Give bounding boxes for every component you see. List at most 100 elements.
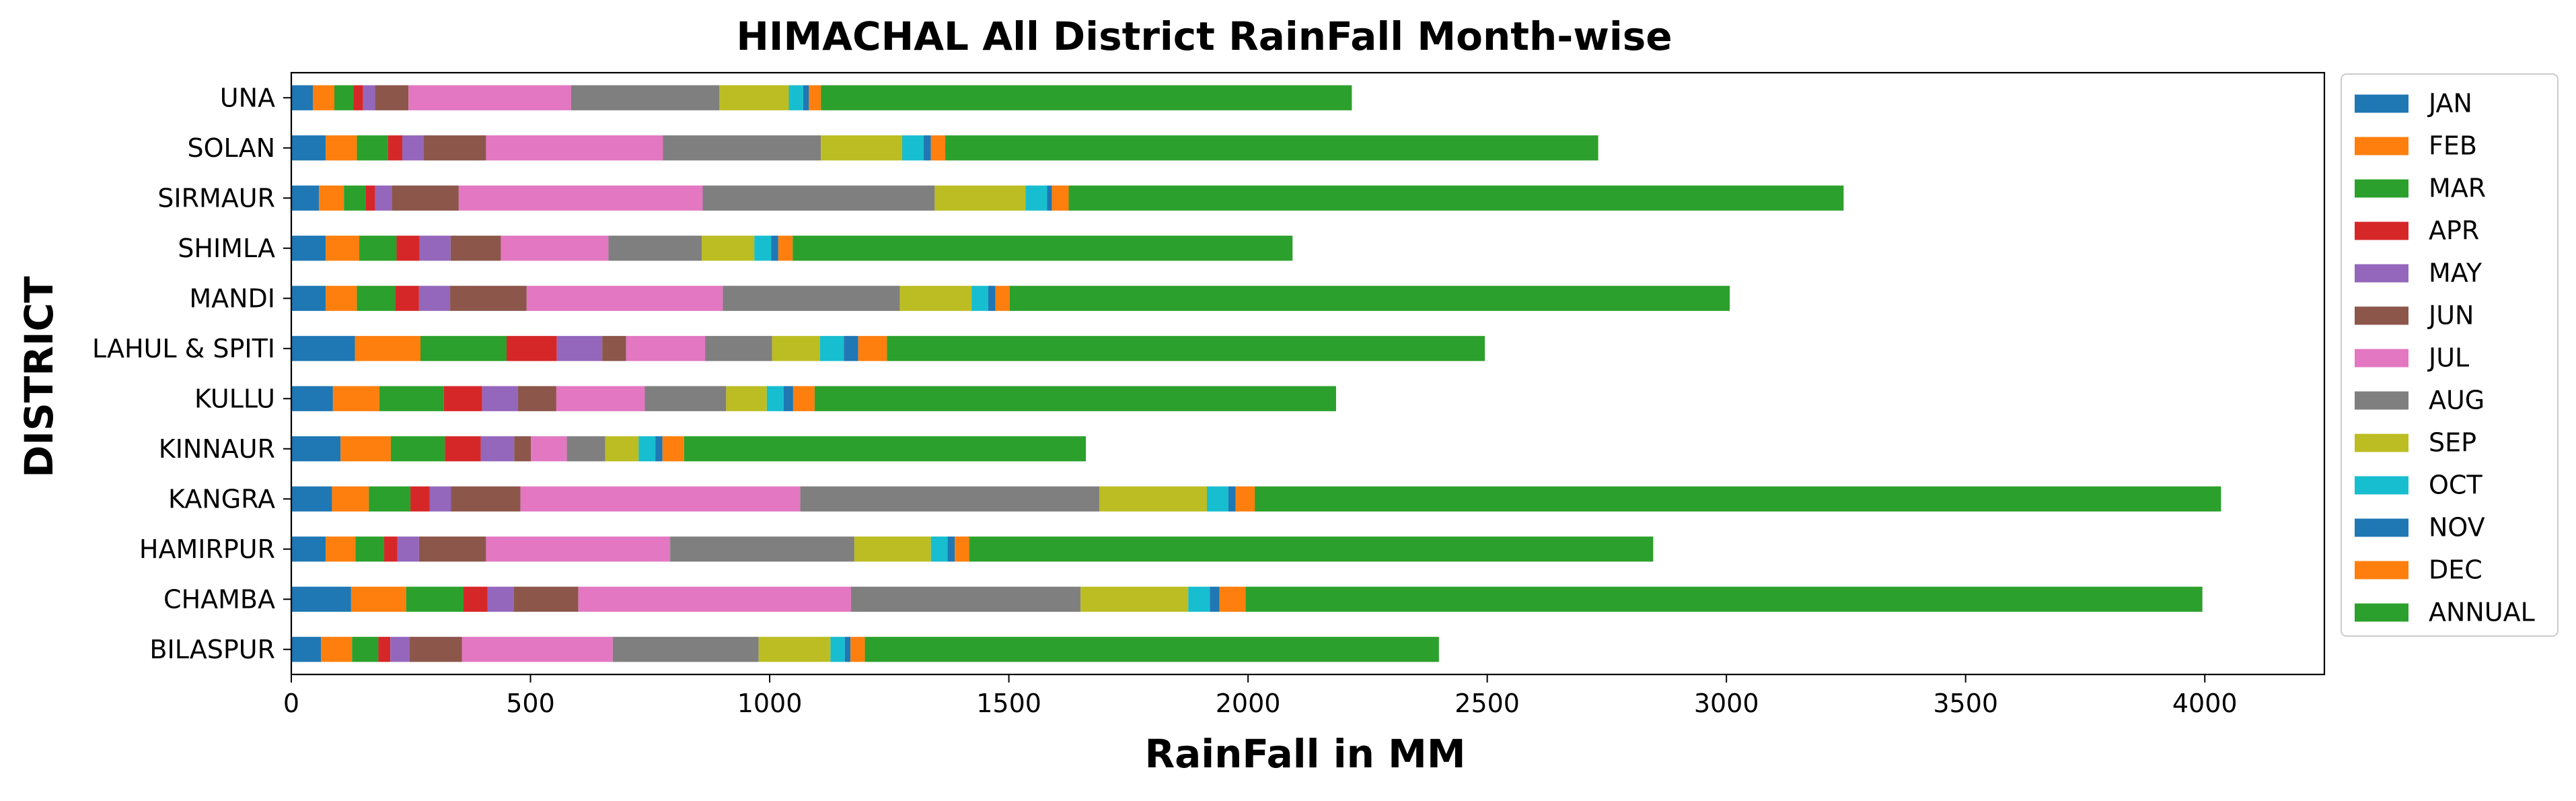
bar-segment-kangra-jun: [451, 486, 521, 512]
legend-swatch-jun: [2355, 306, 2408, 325]
legend-label-jul: JUL: [2427, 343, 2469, 373]
bar-stack-sirmaur: [291, 185, 1844, 211]
bar-segment-sirmaur-annual: [1068, 185, 1844, 211]
bar-segment-solan-sep: [821, 135, 903, 161]
bar-segment-sirmaur-aug: [702, 185, 935, 211]
bar-segment-shimla-apr: [396, 236, 420, 261]
bar-segment-bilaspur-dec: [850, 637, 865, 662]
legend-swatch-dec: [2355, 561, 2408, 580]
bar-segment-kinnaur-dec: [662, 436, 684, 462]
bar-segment-una-oct: [788, 85, 803, 110]
bar-segment-una-nov: [803, 85, 809, 110]
bar-segment-hamirpur-mar: [355, 536, 384, 562]
bar-segment-mandi-dec: [995, 285, 1010, 311]
bar-stack-una: [291, 85, 1352, 110]
bar-segment-mandi-annual: [1010, 285, 1730, 311]
bar-segment-kullu-jun: [518, 386, 556, 411]
bar-segment-hamirpur-feb: [326, 536, 356, 562]
bar-stack-kangra: [291, 486, 2221, 512]
bar-segment-kangra-jan: [291, 486, 332, 512]
legend-label-aug: AUG: [2429, 386, 2485, 415]
bar-segment-una-apr: [353, 85, 363, 110]
bar-segment-shimla-aug: [608, 236, 702, 261]
legend-swatch-feb: [2355, 137, 2408, 155]
bar-segment-kangra-dec: [1235, 486, 1255, 512]
bars-layer: [291, 85, 2221, 662]
bar-segment-hamirpur-aug: [670, 536, 854, 562]
bar-segment-kangra-sep: [1099, 486, 1207, 512]
bar-segment-kullu-may: [482, 386, 519, 411]
bar-segment-shimla-jun: [450, 236, 501, 261]
x-tick-label: 2000: [1216, 689, 1281, 718]
bar-segment-mandi-jan: [291, 285, 326, 311]
legend-swatch-apr: [2355, 221, 2408, 240]
legend-label-annual: ANNUAL: [2429, 598, 2535, 627]
bar-segment-solan-jul: [486, 135, 663, 161]
bar-segment-solan-oct: [902, 135, 924, 161]
bar-segment-kinnaur-annual: [684, 436, 1087, 462]
y-tick-label-kullu: KULLU: [194, 384, 275, 413]
bar-segment-sirmaur-jan: [291, 185, 320, 211]
y-tick-label-kinnaur: KINNAUR: [159, 434, 275, 464]
bar-segment-una-may: [363, 85, 375, 110]
bar-segment-mandi-oct: [971, 285, 989, 311]
bar-segment-kinnaur-nov: [655, 436, 663, 462]
bar-segment-mandi-sep: [899, 285, 972, 311]
bar-segment-chamba-jul: [578, 586, 851, 612]
bar-segment-kullu-aug: [645, 386, 727, 411]
x-axis-title: RainFall in MM: [1144, 731, 1465, 777]
bar-segment-kullu-dec: [793, 386, 815, 411]
bar-segment-kangra-jul: [520, 486, 801, 512]
bar-segment-shimla-jan: [291, 236, 326, 261]
bar-segment-kinnaur-feb: [340, 436, 391, 462]
bar-segment-lahul-spiti-feb: [355, 336, 420, 361]
bar-segment-bilaspur-apr: [378, 637, 391, 662]
bar-segment-sirmaur-dec: [1052, 185, 1069, 211]
bar-segment-una-annual: [821, 85, 1352, 110]
bar-segment-solan-apr: [388, 135, 402, 161]
bar-segment-bilaspur-annual: [864, 637, 1439, 662]
bar-segment-kangra-mar: [369, 486, 411, 512]
bar-segment-solan-aug: [663, 135, 821, 161]
y-axis-title: DISTRICT: [16, 276, 62, 478]
bar-segment-kullu-oct: [766, 386, 784, 411]
bar-segment-solan-feb: [326, 135, 357, 161]
bar-segment-kinnaur-may: [480, 436, 515, 462]
bar-segment-hamirpur-jun: [418, 536, 486, 562]
legend-swatch-jul: [2355, 349, 2408, 368]
bar-segment-bilaspur-aug: [612, 637, 759, 662]
bar-segment-kullu-apr: [443, 386, 482, 411]
bar-segment-chamba-dec: [1219, 586, 1246, 612]
bar-segment-sirmaur-mar: [344, 185, 366, 211]
bar-segment-hamirpur-dec: [955, 536, 969, 562]
bar-segment-kinnaur-oct: [638, 436, 656, 462]
bar-stack-hamirpur: [291, 536, 1654, 562]
bar-segment-una-mar: [334, 85, 354, 110]
bar-segment-lahul-spiti-sep: [772, 336, 820, 361]
bar-segment-hamirpur-apr: [383, 536, 398, 562]
bar-segment-chamba-apr: [463, 586, 488, 612]
bar-segment-lahul-spiti-may: [556, 336, 603, 361]
bar-segment-bilaspur-jul: [462, 637, 613, 662]
bar-stack-kinnaur: [291, 436, 1087, 462]
bar-segment-shimla-sep: [702, 236, 755, 261]
bar-segment-shimla-may: [419, 236, 451, 261]
y-tick-label-shimla: SHIMLA: [178, 234, 275, 263]
legend-swatch-annual: [2355, 603, 2408, 622]
bar-segment-kinnaur-sep: [605, 436, 639, 462]
bar-segment-una-dec: [809, 85, 821, 110]
bar-segment-kinnaur-jan: [291, 436, 341, 462]
bar-stack-mandi: [291, 285, 1730, 311]
bar-segment-kinnaur-apr: [445, 436, 481, 462]
legend-label-mar: MAR: [2429, 174, 2486, 203]
bar-segment-sirmaur-jun: [392, 185, 459, 211]
bar-segment-lahul-spiti-jun: [602, 336, 626, 361]
bar-segment-hamirpur-jan: [291, 536, 326, 562]
legend-label-jun: JUN: [2427, 301, 2474, 330]
bar-segment-kullu-jul: [556, 386, 645, 411]
legend-label-dec: DEC: [2429, 555, 2482, 585]
bar-segment-solan-may: [402, 135, 424, 161]
bar-segment-kinnaur-jul: [531, 436, 567, 462]
